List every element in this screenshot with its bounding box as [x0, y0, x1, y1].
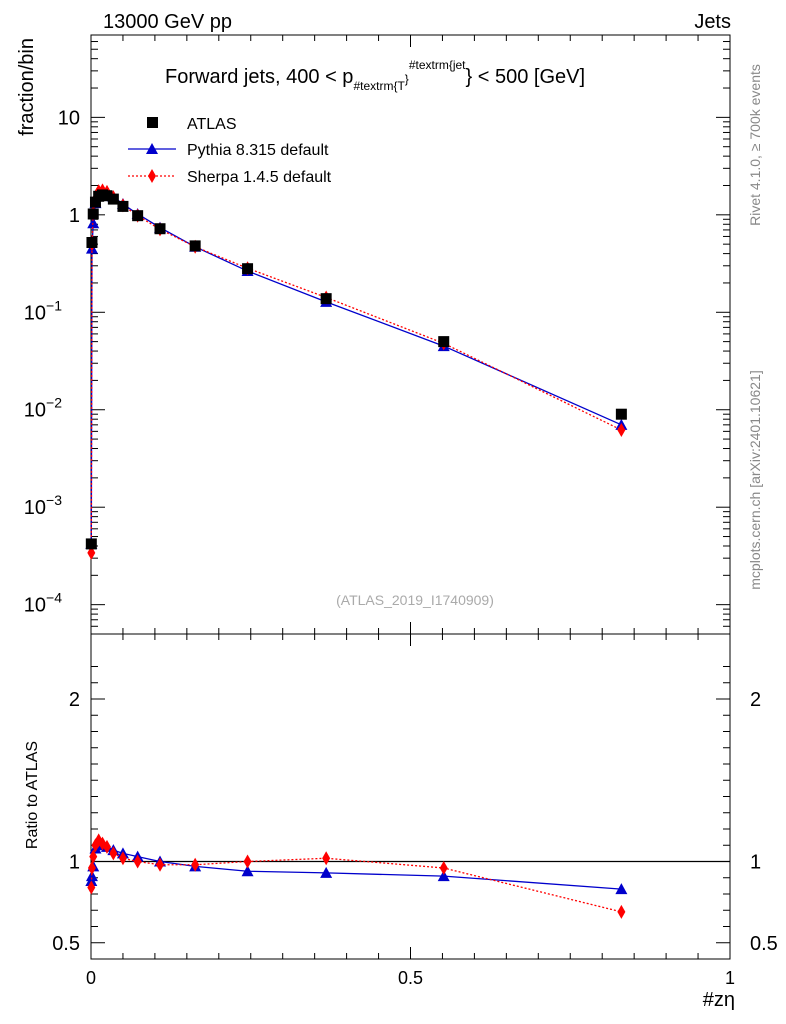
sherpa-main-line — [90, 189, 622, 553]
ratio-tick-label-right: 0.5 — [750, 933, 778, 955]
header-jets: Jets — [694, 11, 731, 33]
pythia-ratio-point — [320, 866, 333, 878]
y-tick-label: 1 — [69, 205, 80, 227]
ratio-y-axis-label: Ratio to ATLAS — [24, 741, 41, 849]
y-tick-exponent: −3 — [46, 492, 62, 508]
legend-label-sherpa: Sherpa 1.4.5 default — [187, 169, 332, 186]
plot-title-sup: #textrm{jet — [409, 58, 466, 72]
pythia-ratio-point — [437, 870, 450, 882]
atlas-point — [85, 538, 97, 550]
legend-label-atlas: ATLAS — [187, 116, 237, 133]
atlas-point — [242, 263, 254, 275]
y-tick-base: 10 — [24, 595, 46, 617]
atlas-point — [101, 190, 113, 202]
sherpa-ratio-point — [87, 880, 96, 895]
ratio-tick-label-left: 2 — [69, 689, 80, 711]
y-tick-base: 10 — [24, 302, 46, 324]
sherpa-ratio-point — [109, 846, 118, 861]
sherpa-ratio-point — [439, 861, 448, 875]
sherpa-ratio-point — [87, 861, 96, 875]
y-tick-label: 10 — [58, 107, 80, 129]
atlas-point — [320, 293, 332, 305]
mcplots-label: mcplots.cern.ch [arXiv:2401.10621] — [747, 370, 763, 589]
y-tick-base: 1 — [69, 205, 80, 227]
sherpa-ratio-point — [133, 854, 142, 869]
pythia-main-line — [90, 191, 622, 544]
data-layer — [85, 183, 628, 919]
plot-title-mid: } — [405, 72, 409, 86]
atlas-point — [117, 200, 129, 212]
sherpa-ratio-point — [322, 851, 331, 866]
ratio-panel-frame — [90, 633, 731, 960]
header-energy: 13000 GeV pp — [103, 11, 232, 33]
sherpa-ratio-line — [90, 839, 622, 913]
atlas-point — [438, 336, 450, 348]
pythia-point — [87, 217, 100, 229]
plot-title: Forward jets, 400 < p#textrm{T}#textrm{j… — [165, 58, 585, 93]
plot-title-main: Forward jets, 400 < p — [165, 66, 353, 88]
atlas-point — [86, 237, 98, 249]
sherpa-ratio-point — [118, 851, 127, 866]
ratio-tick-label-right: 2 — [750, 689, 761, 711]
atlas-point — [87, 208, 99, 220]
y-tick-exponent: −1 — [46, 297, 62, 313]
y-tick-exponent: −4 — [46, 590, 62, 606]
ratio-tick-label-left: 1 — [69, 852, 80, 874]
y-tick-label: 10−2 — [24, 395, 62, 422]
ratio-tick-label-right: 1 — [750, 852, 761, 874]
plot-title-sub: #textrm{T — [353, 79, 405, 93]
sherpa-ratio-point — [89, 849, 98, 864]
x-tick-label: 0.5 — [398, 968, 423, 988]
legend-marker-sherpa — [148, 169, 156, 183]
atlas-point — [189, 240, 201, 252]
pythia-ratio-point — [241, 865, 254, 877]
sherpa-ratio-point — [102, 839, 111, 854]
x-tick-label: 0 — [86, 968, 96, 988]
analysis-watermark: (ATLAS_2019_I1740909) — [336, 592, 494, 608]
legend-label-pythia: Pythia 8.315 default — [187, 142, 329, 159]
y-tick-label: 10−3 — [24, 492, 62, 519]
atlas-point — [89, 196, 101, 208]
atlas-point — [132, 210, 144, 222]
sherpa-point — [617, 422, 626, 437]
legend-marker-pythia — [146, 143, 158, 154]
plot-title-end: } < 500 [GeV] — [466, 66, 586, 88]
legend: ATLAS Pythia 8.315 default Sherpa 1.4.5 … — [128, 116, 332, 186]
sherpa-ratio-point — [617, 904, 626, 919]
pythia-ratio-line — [90, 840, 622, 890]
atlas-point — [154, 223, 166, 235]
y-tick-base: 10 — [58, 107, 80, 129]
y-tick-label: 10−1 — [24, 297, 62, 324]
ratio-tick-label-left: 0.5 — [52, 933, 80, 955]
rivet-label: Rivet 4.1.0, ≥ 700k events — [747, 64, 763, 226]
atlas-point — [107, 193, 119, 205]
sherpa-ratio-point — [243, 854, 252, 869]
y-tick-base: 10 — [24, 400, 46, 422]
pythia-ratio-point — [615, 883, 628, 895]
y-tick-label: 10−4 — [24, 590, 62, 617]
x-tick-label: 1 — [725, 968, 735, 988]
y-axis-label: fraction/bin — [16, 38, 38, 136]
pythia-ratio-point — [85, 870, 98, 882]
legend-marker-atlas — [147, 117, 158, 128]
atlas-point — [615, 408, 627, 420]
sherpa-ratio-point — [191, 857, 200, 872]
x-axis-label: #zη — [703, 989, 735, 1011]
y-tick-exponent: −2 — [46, 395, 62, 411]
y-tick-base: 10 — [24, 497, 46, 519]
sherpa-ratio-point — [156, 857, 165, 872]
